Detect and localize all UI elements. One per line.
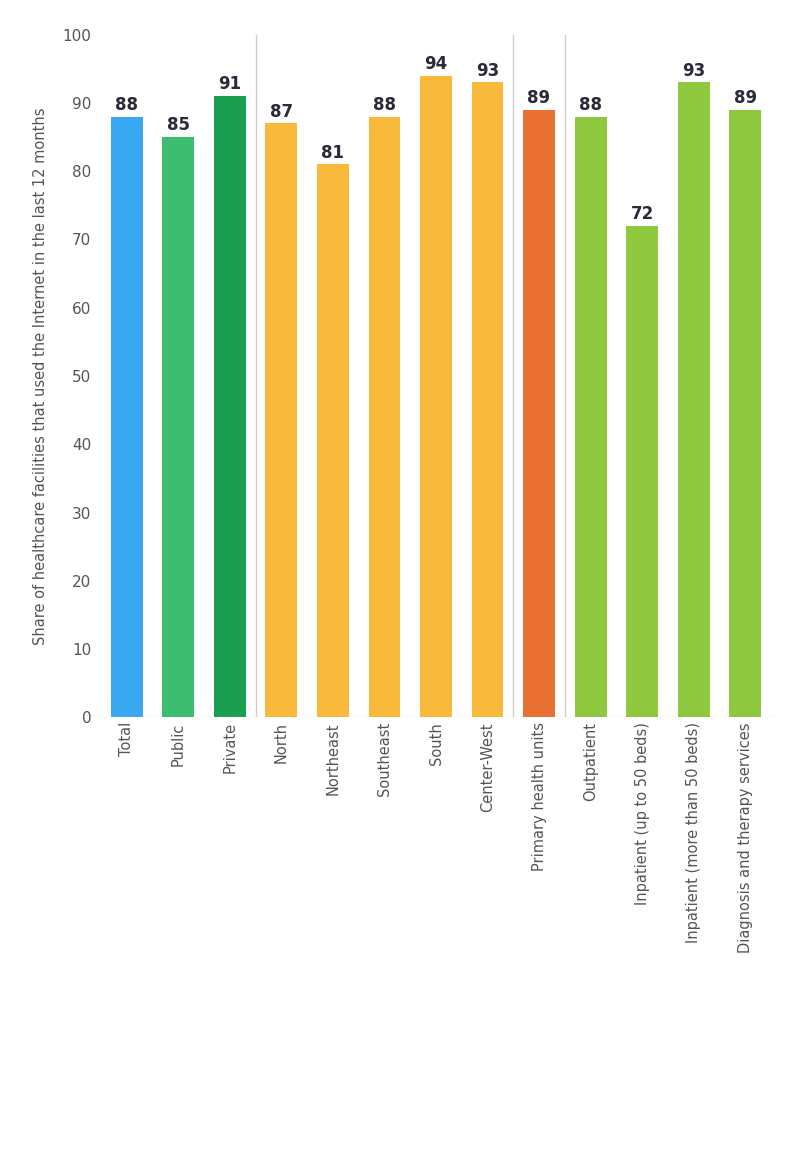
Text: 81: 81 [322, 143, 345, 162]
Text: 93: 93 [682, 61, 706, 80]
Text: 88: 88 [373, 96, 396, 113]
Text: 94: 94 [424, 54, 448, 73]
Bar [678, 82, 710, 717]
Bar [162, 138, 194, 717]
Y-axis label: Share of healthcare facilities that used the Internet in the last 12 months: Share of healthcare facilities that used… [34, 108, 48, 644]
Text: 89: 89 [527, 89, 550, 108]
Bar [111, 117, 143, 717]
Text: 88: 88 [115, 96, 138, 113]
Bar [369, 117, 401, 717]
Text: 93: 93 [476, 61, 499, 80]
Bar [420, 75, 452, 717]
Text: 91: 91 [218, 75, 242, 94]
Text: 88: 88 [579, 96, 602, 113]
Bar [471, 82, 503, 717]
Text: 87: 87 [270, 103, 293, 120]
Text: 89: 89 [734, 89, 757, 108]
Bar [266, 124, 298, 717]
Bar [626, 226, 658, 717]
Text: 72: 72 [630, 205, 654, 223]
Bar [523, 110, 555, 717]
Bar [729, 110, 761, 717]
Bar [214, 96, 246, 717]
Text: 85: 85 [167, 117, 190, 134]
Bar [317, 164, 349, 717]
Bar [574, 117, 606, 717]
